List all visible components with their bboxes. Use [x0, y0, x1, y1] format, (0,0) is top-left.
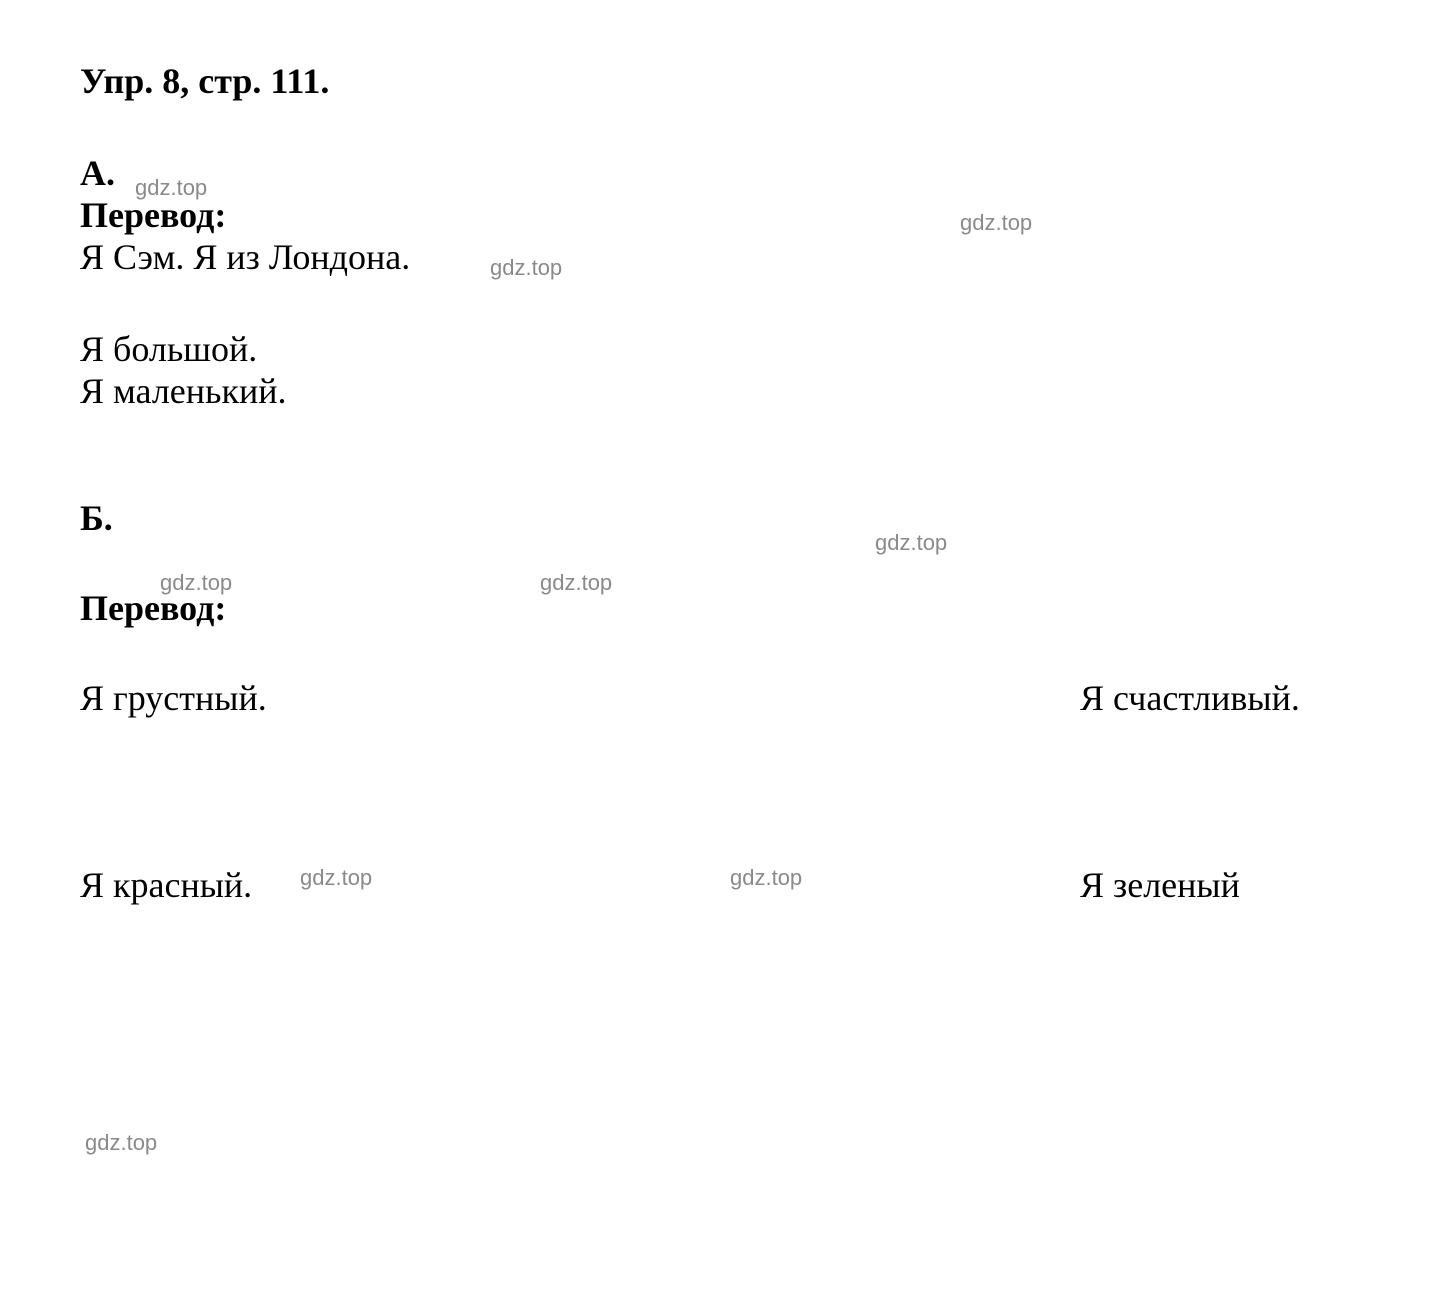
section-a: А. Перевод: Я Сэм. Я из Лондона. Я больш… — [80, 152, 1354, 412]
section-a-label: А. — [80, 152, 1354, 194]
exercise-heading: Упр. 8, стр. 111. — [80, 60, 1354, 102]
row-red-green: Я красный. Я зеленый — [80, 864, 1354, 906]
watermark: gdz.top — [85, 1130, 157, 1156]
section-b-translation-label: Перевод: — [80, 587, 1354, 629]
section-a-line1: Я Сэм. Я из Лондона. — [80, 236, 1354, 278]
text-happy: Я счастливый. — [1080, 677, 1300, 719]
text-sad: Я грустный. — [80, 677, 267, 719]
section-a-line3: Я маленький. — [80, 370, 1354, 412]
text-red: Я красный. — [80, 864, 252, 906]
section-b-label: Б. — [80, 497, 1354, 539]
section-a-line2: Я большой. — [80, 328, 1354, 370]
row-sad-happy: Я грустный. Я счастливый. — [80, 677, 1354, 719]
text-green: Я зеленый — [1080, 864, 1240, 906]
section-a-translation-label: Перевод: — [80, 194, 1354, 236]
